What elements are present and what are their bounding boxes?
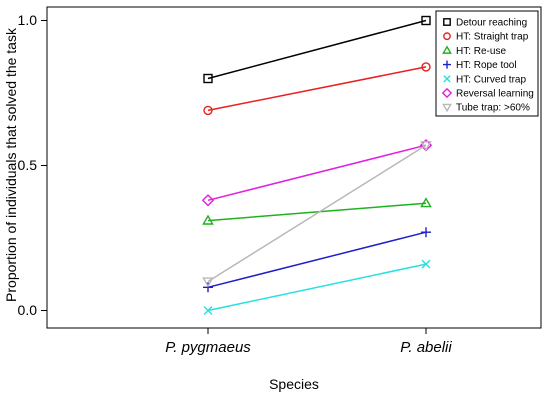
data-point-circle	[203, 105, 213, 116]
x-tick-label: P. pygmaeus	[165, 339, 251, 356]
series-line	[207, 263, 427, 312]
series-line	[207, 202, 427, 222]
legend-label: HT: Curved trap	[456, 74, 526, 85]
x-tick-label: P. abelii	[400, 339, 452, 356]
series-line	[207, 19, 427, 80]
series-5	[203, 259, 431, 315]
series-line	[207, 231, 427, 289]
series-7	[202, 141, 432, 288]
x-axis-title: Species	[269, 376, 319, 392]
legend-marker-plus	[443, 60, 451, 69]
series-line	[207, 66, 427, 112]
legend-marker-triangle-down	[442, 103, 452, 113]
series-layer	[201, 15, 433, 315]
data-point-cross	[421, 259, 431, 269]
data-point-triangle-down	[202, 277, 214, 288]
data-point-circle	[421, 62, 431, 72]
series-4	[203, 227, 431, 293]
legend-label: Reversal learning	[456, 89, 534, 100]
data-point-square	[203, 73, 213, 84]
y-axis-title: Proportion of individuals that solved th…	[3, 27, 19, 302]
series-1	[203, 15, 431, 84]
legend: Detour reaching HT: Straight trap HT: Re-u…	[435, 10, 539, 117]
legend-marker-square	[443, 18, 451, 26]
axes: 1.0 0.5 0.0 P. pygmaeus P. abelii Specie…	[3, 6, 542, 392]
data-point-triangle-up	[202, 214, 214, 225]
legend-marker-cross	[443, 75, 451, 83]
legend-label: HT: Rope tool	[456, 60, 517, 71]
series-3	[202, 197, 432, 225]
data-point-diamond	[201, 194, 215, 207]
data-point-plus	[421, 227, 431, 238]
legend-label: Detour reaching	[456, 18, 527, 29]
legend-marker-diamond	[441, 87, 453, 99]
legend-label: Tube trap: >60%	[456, 103, 530, 114]
series-2	[203, 62, 431, 116]
legend-box	[435, 10, 539, 117]
legend-label: HT: Re-use	[456, 46, 506, 57]
series-6	[201, 139, 433, 207]
y-tick-label: 0.5	[18, 157, 38, 173]
data-point-cross	[203, 306, 213, 315]
data-point-triangle-up	[420, 197, 432, 208]
legend-marker-triangle-up	[442, 45, 452, 54]
data-point-square	[421, 15, 431, 26]
legend-marker-circle	[443, 32, 451, 41]
series-line	[207, 144, 427, 202]
plot-frame	[46, 6, 542, 329]
series-line	[207, 144, 427, 283]
data-point-triangle-down	[420, 141, 432, 152]
y-tick-label: 1.0	[18, 12, 38, 28]
y-tick-label: 0.0	[18, 302, 38, 318]
legend-label: HT: Straight trap	[456, 32, 529, 43]
